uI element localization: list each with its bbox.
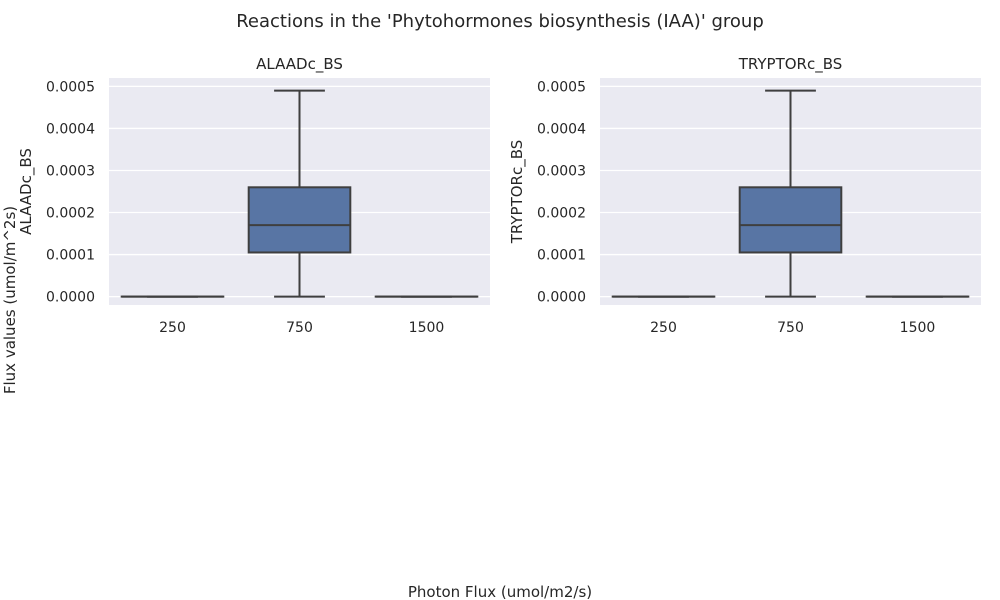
- x-tick-label: 250: [159, 320, 186, 336]
- figure-title: Reactions in the 'Phytohormones biosynth…: [236, 11, 764, 32]
- x-tick-label: 750: [777, 320, 804, 336]
- x-tick-label: 1500: [409, 320, 445, 336]
- y-tick-label: 0.0004: [537, 121, 586, 137]
- y-tick-label: 0.0001: [537, 248, 586, 264]
- panel-title: ALAADc_BS: [256, 55, 343, 74]
- y-tick-label: 0.0003: [537, 163, 586, 179]
- y-tick-label: 0.0005: [537, 79, 586, 95]
- figure-ylabel: Flux values (umol/m^2s): [1, 206, 19, 394]
- y-tick-label: 0.0001: [46, 248, 95, 264]
- figure-xlabel: Photon Flux (umol/m2/s): [408, 583, 592, 600]
- y-tick-label: 0.0003: [46, 163, 95, 179]
- y-axis-label: TRYPTORc_BS: [508, 140, 527, 245]
- panel-tryptorc-bs: 0.0000 0.0001 0.0002 0.0003 0.0004 0.0005 250 7…: [508, 55, 981, 336]
- y-tick-label: 0.0000: [46, 290, 95, 306]
- box-750: [738, 89, 843, 298]
- y-tick-label: 0.0004: [46, 121, 95, 137]
- y-axis-label: ALAADc_BS: [17, 148, 36, 235]
- box-body: [738, 186, 843, 254]
- x-tick-label: 1500: [900, 320, 936, 336]
- box-body: [247, 186, 352, 254]
- panel-alaadc-bs: 0.0000 0.0001 0.0002 0.0003 0.0004 0.0005 250 7…: [17, 55, 490, 336]
- x-tick-label: 250: [650, 320, 677, 336]
- x-tick-label: 750: [286, 320, 313, 336]
- panel-title: TRYPTORc_BS: [738, 55, 843, 74]
- y-tick-label: 0.0002: [537, 206, 586, 222]
- y-tick-label: 0.0002: [46, 206, 95, 222]
- box-750: [247, 89, 352, 298]
- y-tick-label: 0.0005: [46, 79, 95, 95]
- y-tick-label: 0.0000: [537, 290, 586, 306]
